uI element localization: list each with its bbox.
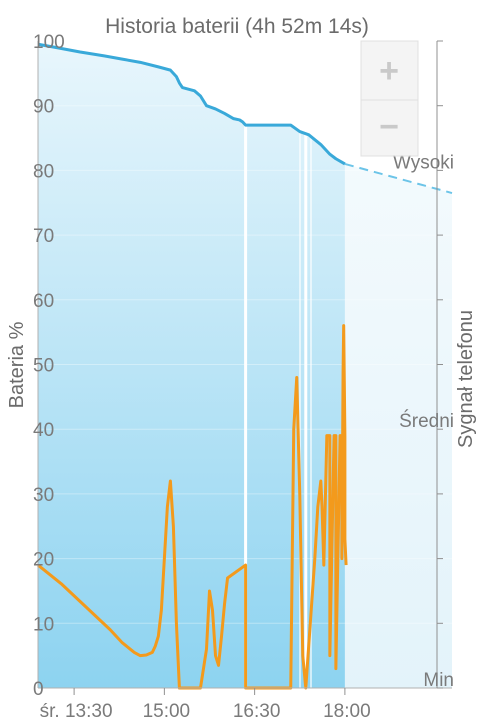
signal-tick-label-0: Min xyxy=(423,670,454,691)
zoom-in-icon: + xyxy=(379,52,399,90)
battery-area xyxy=(38,44,452,689)
y-tick-label-70: 70 xyxy=(33,226,54,247)
battery-projection-area xyxy=(344,163,452,688)
signal-tick-label-80: Wysoki xyxy=(393,152,454,173)
y-tick-label-100: 100 xyxy=(33,32,65,53)
x-tick-label-15: 15:00 xyxy=(143,701,191,722)
zoom-out-button[interactable]: − xyxy=(361,100,418,156)
chart-title: Historia baterii (4h 52m 14s) xyxy=(105,15,369,38)
x-tick-label-18: 18:00 xyxy=(323,701,371,722)
battery-projection-line xyxy=(344,162,453,195)
tick-labels: 0 10 20 30 40 50 60 70 80 90 100 Min Średni Wysoki śr.… xyxy=(33,32,454,722)
y-tick-label-40: 40 xyxy=(33,420,54,441)
y-tick-label-50: 50 xyxy=(33,356,54,377)
battery-line xyxy=(37,42,346,166)
zoom-controls: + − xyxy=(360,40,419,157)
y-tick-label-60: 60 xyxy=(33,291,54,312)
axes xyxy=(37,40,452,695)
signal-line xyxy=(37,324,348,690)
y2-axis-label: Sygnał telefonu xyxy=(455,310,477,448)
battery-fill-area xyxy=(38,44,345,689)
zoom-panel xyxy=(360,40,419,157)
y-tick-label-90: 90 xyxy=(33,97,54,118)
grid xyxy=(38,40,452,689)
y-tick-label-30: 30 xyxy=(33,485,54,506)
series xyxy=(37,42,453,690)
y-tick-label-0: 0 xyxy=(33,679,44,700)
y-tick-label-20: 20 xyxy=(33,550,54,571)
zoom-out-icon: − xyxy=(379,108,399,146)
x-tick-label-16.5: 16:30 xyxy=(233,701,281,722)
y-tick-label-80: 80 xyxy=(33,161,54,182)
zoom-in-button[interactable]: + xyxy=(361,41,418,100)
y-axis-label: Bateria % xyxy=(6,321,28,408)
x-tick-label-13.5: śr. 13:30 xyxy=(40,701,113,722)
y-tick-label-10: 10 xyxy=(33,614,54,635)
signal-tick-label-40: Średni xyxy=(399,410,454,432)
